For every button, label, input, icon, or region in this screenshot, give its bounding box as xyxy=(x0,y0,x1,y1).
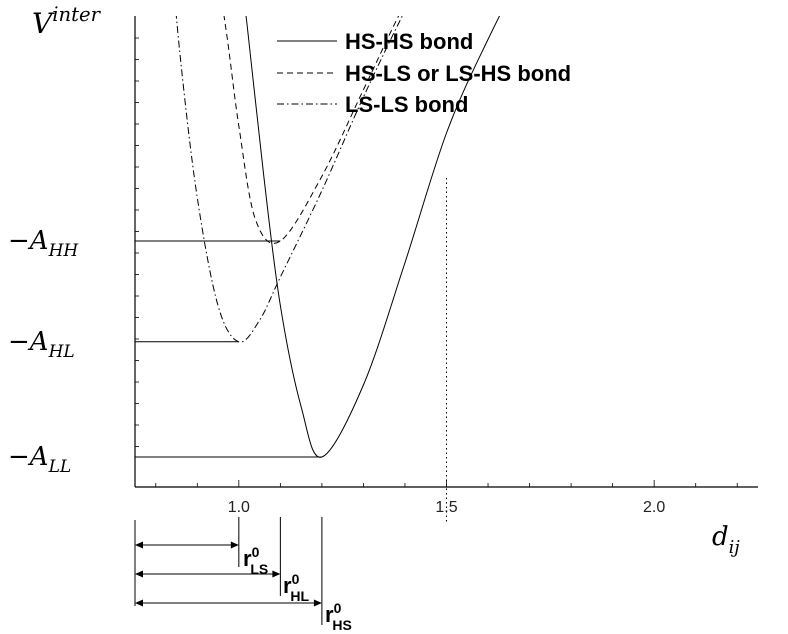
y-level-label: −AHL xyxy=(8,327,75,362)
legend-label: HS-LS or LS-HS bond xyxy=(345,61,571,86)
series-group xyxy=(175,16,501,458)
r0-label: r0 HS xyxy=(325,600,352,633)
r0-label: r0 HL xyxy=(283,571,309,604)
annotations: r0 LS r0 HL r0 HS xyxy=(134,178,447,633)
x-axis-label: dij xyxy=(712,522,740,558)
legend-label: HS-HS bond xyxy=(345,29,473,54)
y-axis-label: Vinter xyxy=(32,3,102,40)
legend: HS-HS bond HS-LS or LS-HS bond LS-LS bond xyxy=(277,29,571,117)
r0-arrowhead-left xyxy=(135,541,143,549)
y-level-label: −ALL xyxy=(8,442,71,477)
r0-label: r0 LS xyxy=(243,544,268,577)
legend-label: LS-LS bond xyxy=(345,92,468,117)
r0-arrowhead-right xyxy=(272,570,281,578)
series-line-solid xyxy=(245,16,501,458)
r0-arrowhead-right xyxy=(230,541,239,549)
y-level-label: −AHH xyxy=(8,226,79,261)
r0-arrowhead-right xyxy=(313,599,322,607)
x-tick-label: 2.0 xyxy=(643,499,665,516)
r0-arrowhead-left xyxy=(135,570,143,578)
x-tick-label: 1.0 xyxy=(228,499,250,516)
series-line-dashed xyxy=(223,16,400,244)
r0-arrowhead-left xyxy=(135,599,143,607)
